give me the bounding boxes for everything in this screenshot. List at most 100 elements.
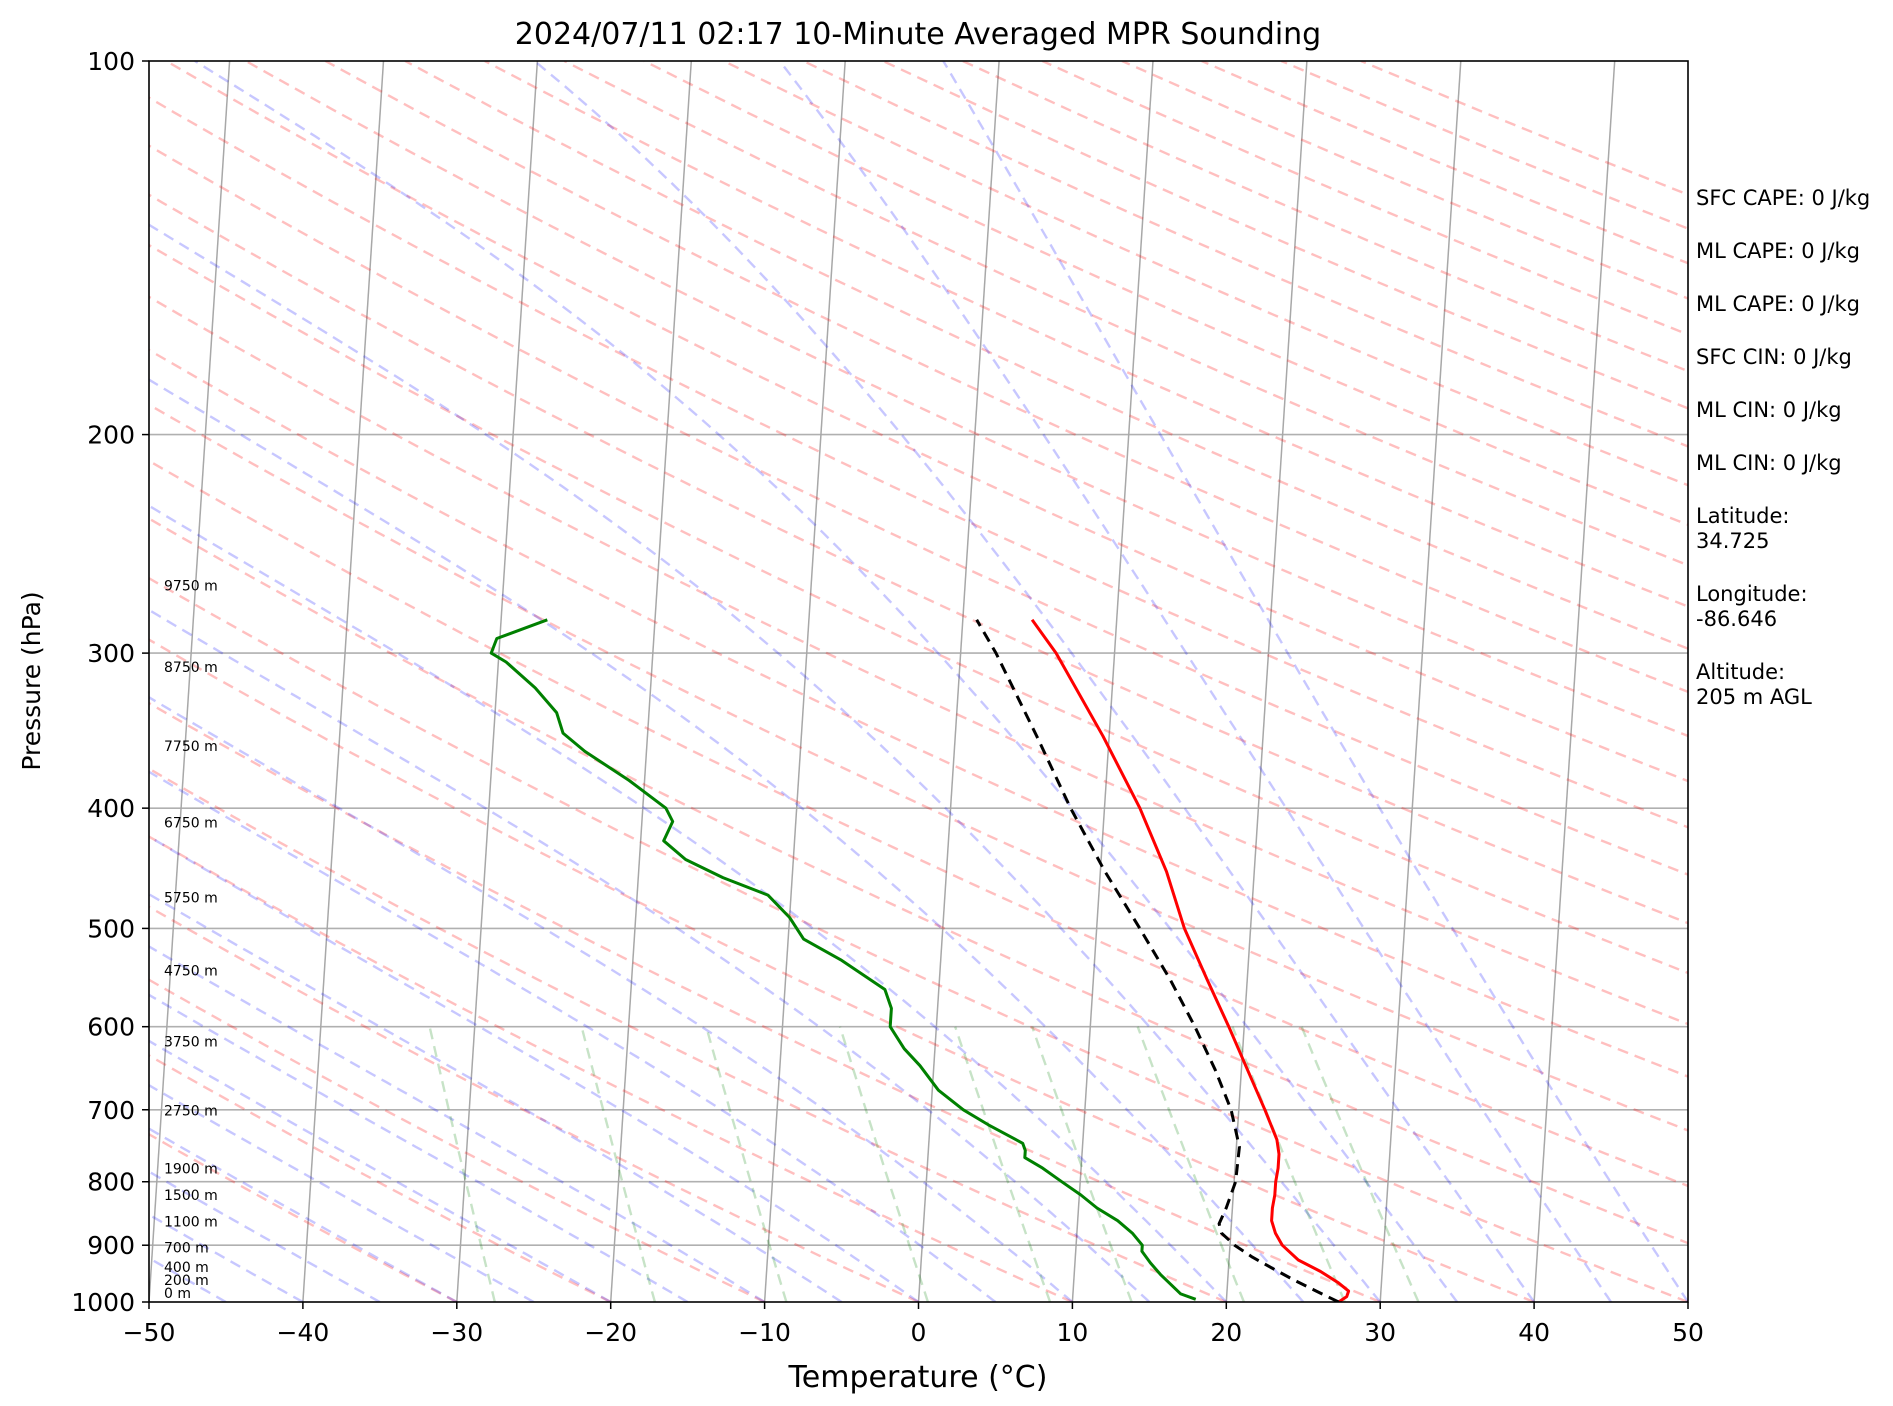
dry-adiabat — [149, 96, 1688, 829]
mixing-ratio-line — [428, 1026, 496, 1302]
mixing-ratio-line — [1031, 1026, 1133, 1302]
dry-adiabat — [563, 61, 1688, 567]
x-tick-label: −40 — [277, 1318, 330, 1347]
dry-adiabat — [149, 701, 1381, 1302]
plot-frame — [148, 60, 1689, 1303]
moist-adiabat — [942, 61, 1688, 1302]
mixing-ratio-line — [1300, 1026, 1420, 1302]
sounding-parameter-item: ML CAPE: 0 J/kg — [1696, 239, 1861, 263]
x-axis-label: Temperature (°C) — [788, 1360, 1048, 1395]
dry-adiabat — [245, 61, 1688, 738]
height-label: 2750 m — [164, 1104, 218, 1120]
isotherm-gridline — [149, 61, 231, 1302]
height-label: 6750 m — [164, 816, 218, 832]
y-tick-label: 800 — [87, 1168, 135, 1197]
height-label: 200 m — [164, 1273, 209, 1289]
dry-adiabat — [149, 348, 1688, 1078]
isotherm-gridline — [1225, 61, 1308, 1302]
sounding-parameter-item: ML CIN: 0 J/kg — [1696, 398, 1842, 422]
x-tick-label: −10 — [738, 1318, 791, 1347]
dry-adiabat — [149, 459, 1688, 1188]
moist-adiabat — [149, 1127, 458, 1302]
mixing-ratio-line — [1231, 1026, 1346, 1302]
moist-adiabat — [149, 378, 1305, 1302]
height-label: 8750 m — [164, 660, 218, 676]
moist-adiabat — [149, 608, 1151, 1302]
moist-adiabat — [149, 945, 766, 1302]
moist-adiabat — [533, 61, 1536, 1302]
height-label: 1900 m — [164, 1161, 218, 1177]
moist-adiabat — [149, 1083, 535, 1302]
dewpoint-profile-line — [489, 618, 1197, 1301]
sounding-parameter-item: Latitude: 34.725 — [1696, 504, 1790, 553]
isotherm-gridline — [763, 61, 846, 1302]
dry-adiabat — [484, 61, 1688, 608]
isotherm-gridline — [609, 61, 693, 1302]
dry-adiabat — [404, 61, 1688, 650]
x-tick-label: 10 — [1056, 1318, 1088, 1347]
height-label: 3750 m — [164, 1034, 218, 1050]
moist-adiabat — [149, 695, 1074, 1302]
dry-adiabat — [149, 905, 920, 1302]
y-tick-label: 900 — [87, 1231, 135, 1260]
height-label: 4750 m — [164, 963, 218, 979]
mixing-ratio-line — [705, 1026, 788, 1302]
y-tick-label: 1000 — [71, 1288, 135, 1317]
moist-adiabat — [149, 223, 1382, 1302]
isotherm-gridline — [302, 61, 385, 1302]
moist-adiabat — [778, 61, 1612, 1302]
y-tick-label: 300 — [87, 639, 135, 668]
dry-adiabat — [149, 978, 766, 1302]
moist-adiabat — [149, 892, 843, 1302]
temperature-profile-line — [1030, 618, 1351, 1302]
height-label: 7750 m — [164, 739, 218, 755]
dry-adiabat — [149, 576, 1688, 1302]
isotherm-gridline — [917, 61, 1000, 1302]
isotherm-gridline — [1071, 61, 1154, 1302]
y-tick-label: 100 — [87, 47, 135, 76]
y-axis-label: Pressure (hPa) — [17, 591, 46, 770]
x-tick-label: 50 — [1672, 1318, 1704, 1347]
parcel-profile-line — [975, 619, 1340, 1302]
mixing-ratio-line — [1136, 1026, 1246, 1302]
dry-adiabat — [165, 61, 1688, 783]
moist-adiabat — [194, 61, 1459, 1302]
sounding-parameters: SFC CAPE: 0 J/kg ML CAPE: 0 J/kg ML CAPE: … — [1696, 186, 1870, 738]
sounding-parameter-item: ML CIN: 0 J/kg — [1696, 451, 1842, 475]
isotherm-gridline — [1533, 61, 1616, 1302]
height-label: 1500 m — [164, 1188, 218, 1204]
y-tick-label: 500 — [87, 914, 135, 943]
moist-adiabat — [149, 504, 1228, 1302]
y-tick-label: 200 — [87, 421, 135, 450]
dry-adiabat — [149, 517, 1688, 1245]
x-tick-label: −30 — [430, 1318, 483, 1347]
height-label: 700 m — [164, 1241, 209, 1257]
x-tick-label: 30 — [1364, 1318, 1396, 1347]
sounding-parameter-item: Altitude: 205 m AGL — [1696, 660, 1812, 709]
sounding-parameter-item: Longitude: -86.646 — [1696, 582, 1808, 631]
chart-title: 2024/07/11 02:17 10-Minute Averaged MPR … — [515, 17, 1321, 52]
x-tick-label: −50 — [123, 1318, 176, 1347]
isotherm-gridline — [456, 61, 539, 1302]
height-label: 400 m — [164, 1260, 209, 1276]
y-tick-label: 400 — [87, 794, 135, 823]
dry-adiabat — [149, 144, 1688, 876]
x-tick-label: 20 — [1210, 1318, 1242, 1347]
dry-adiabat — [149, 243, 1688, 975]
sounding-parameter-item: ML CAPE: 0 J/kg — [1696, 292, 1861, 316]
moist-adiabat — [149, 770, 997, 1302]
mixing-ratio-line — [580, 1026, 657, 1302]
height-label: 1100 m — [164, 1214, 218, 1230]
y-tick-label: 700 — [87, 1096, 135, 1125]
height-label: 0 m — [164, 1286, 191, 1302]
x-tick-label: 40 — [1518, 1318, 1550, 1347]
y-tick-label: 600 — [87, 1013, 135, 1042]
height-label: 9750 m — [164, 579, 218, 595]
dry-adiabat — [149, 767, 1227, 1302]
moist-adiabat — [149, 835, 920, 1302]
isotherm-gridline — [1379, 61, 1462, 1302]
sounding-parameter-item: SFC CAPE: 0 J/kg — [1696, 186, 1871, 210]
mixing-ratio-line — [954, 1026, 1052, 1302]
x-tick-label: 0 — [911, 1318, 927, 1347]
